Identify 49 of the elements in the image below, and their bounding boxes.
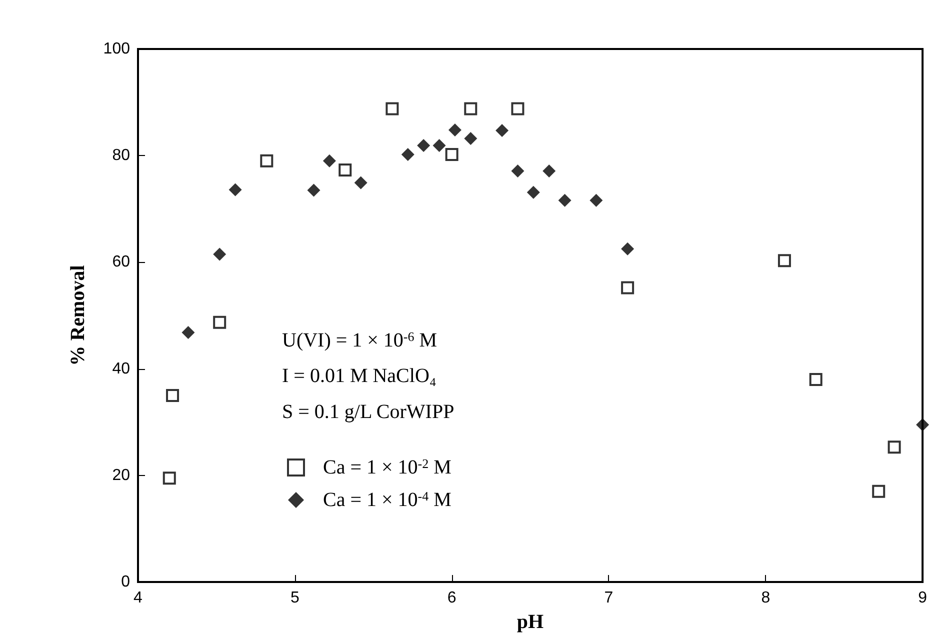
point xyxy=(916,418,930,432)
point xyxy=(809,372,822,386)
point xyxy=(558,194,572,207)
y-tick-label: 20 xyxy=(112,466,130,484)
point xyxy=(448,124,462,137)
point xyxy=(496,124,509,138)
point xyxy=(260,154,274,168)
point xyxy=(322,154,336,168)
point xyxy=(307,184,320,197)
point xyxy=(621,242,634,256)
x-tick-label: 8 xyxy=(761,590,770,606)
point xyxy=(590,194,603,207)
point xyxy=(182,326,195,340)
point xyxy=(432,138,446,152)
point xyxy=(888,440,901,454)
y-tick-label: 0 xyxy=(121,574,130,590)
point xyxy=(464,102,478,116)
point xyxy=(778,254,791,268)
point xyxy=(621,281,634,294)
y-tick-label: 60 xyxy=(112,254,130,271)
x-tick-label: 5 xyxy=(290,590,300,606)
point xyxy=(166,388,180,402)
point xyxy=(526,186,540,199)
x-tick-label: 6 xyxy=(447,590,456,606)
point xyxy=(464,132,478,146)
annotation: I = 0.01 M NaClO₄ xyxy=(282,365,436,387)
point xyxy=(511,164,524,178)
point xyxy=(417,138,430,152)
x-axis-title: pH xyxy=(516,611,544,633)
point xyxy=(386,102,399,116)
point xyxy=(542,164,556,178)
point xyxy=(872,484,886,498)
y-axis-title: % Removal xyxy=(67,264,89,366)
point xyxy=(354,176,368,190)
x-tick-label: 7 xyxy=(604,590,614,606)
y-tick-label: 40 xyxy=(112,360,130,378)
point xyxy=(213,316,226,329)
y-tick-label: 80 xyxy=(112,147,130,164)
point xyxy=(228,183,242,196)
point xyxy=(338,163,352,176)
point xyxy=(213,248,226,261)
point xyxy=(162,472,176,485)
point xyxy=(445,148,458,162)
x-tick-label: 9 xyxy=(918,590,928,606)
y-tick-label: 100 xyxy=(103,40,130,58)
annotation: S = 0.1 g/L CorWIPP xyxy=(282,401,454,423)
point xyxy=(511,102,524,116)
x-tick-label: 4 xyxy=(134,590,143,606)
point xyxy=(401,148,414,162)
